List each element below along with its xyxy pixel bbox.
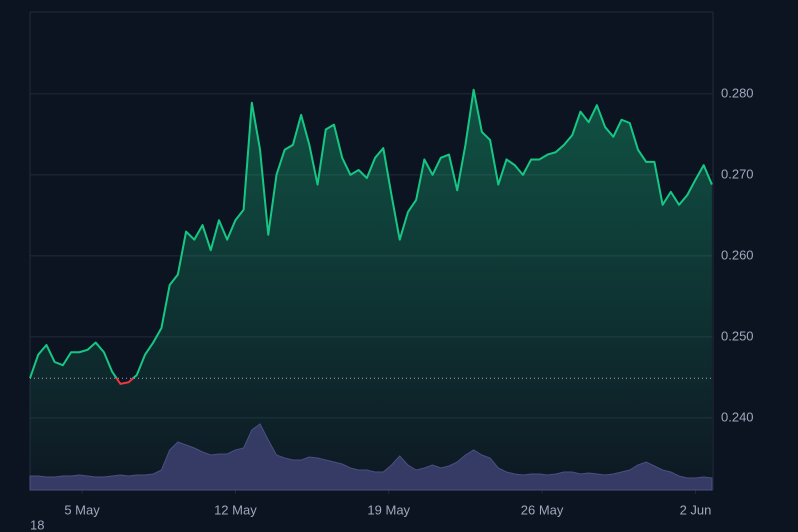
- y-tick-label: 0.280: [721, 85, 754, 100]
- price-line: [29, 88, 713, 385]
- x-tick-label: 5 May: [64, 502, 100, 517]
- y-tick-label: 0.250: [721, 328, 754, 343]
- x-tick-label: 19 May: [367, 502, 410, 517]
- x-tick-label: 2 Jun: [680, 502, 712, 517]
- y-tick-label: 0.270: [721, 166, 754, 181]
- footnote: 18: [30, 517, 44, 532]
- y-tick-label: 0.260: [721, 247, 754, 262]
- x-tick-label: 26 May: [521, 502, 564, 517]
- x-tick-label: 12 May: [214, 502, 257, 517]
- y-tick-label: 0.240: [721, 409, 754, 424]
- price-area: [30, 89, 712, 490]
- volume-area: [29, 423, 713, 491]
